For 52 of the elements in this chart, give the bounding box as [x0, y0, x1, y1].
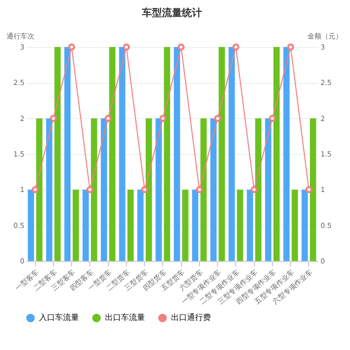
bar	[100, 118, 108, 261]
point	[50, 114, 57, 122]
bar	[246, 190, 254, 261]
point	[214, 114, 222, 122]
bar	[127, 190, 134, 261]
point	[287, 44, 294, 50]
point	[159, 114, 166, 122]
point	[250, 186, 258, 194]
bar	[182, 190, 188, 261]
bar	[90, 118, 98, 261]
legend-label: 出口车流量	[105, 312, 145, 322]
point	[32, 186, 39, 194]
bar	[64, 47, 71, 261]
bar	[36, 118, 42, 261]
bar	[302, 190, 308, 261]
bar	[265, 118, 272, 261]
point	[68, 44, 76, 50]
bar	[28, 190, 34, 261]
bar	[82, 190, 89, 261]
point	[141, 186, 148, 194]
bar	[164, 47, 170, 261]
bar	[146, 118, 152, 261]
point	[104, 114, 112, 122]
point	[232, 44, 240, 50]
point	[178, 44, 185, 50]
bar	[156, 118, 162, 261]
bar	[137, 190, 144, 261]
chart-title: 车型流量统计	[141, 7, 202, 19]
bar	[119, 47, 126, 261]
bar	[210, 118, 217, 261]
point	[305, 186, 312, 194]
point	[196, 186, 203, 194]
bar	[236, 190, 244, 261]
legend-label: 入口车流量	[39, 312, 79, 322]
legend-label: 出口通行费	[171, 312, 211, 322]
bar	[273, 47, 280, 261]
bar	[255, 118, 262, 261]
bar	[310, 118, 316, 261]
bar	[72, 190, 79, 261]
bar	[174, 47, 180, 261]
bar	[46, 118, 52, 261]
bar	[228, 47, 235, 261]
bar	[54, 47, 61, 261]
point	[86, 186, 94, 194]
bar	[218, 47, 225, 261]
point	[268, 114, 276, 122]
bar	[200, 118, 207, 261]
point	[122, 44, 130, 50]
bar	[109, 47, 116, 261]
bar	[292, 190, 298, 261]
bar	[283, 47, 290, 261]
bar	[192, 190, 198, 261]
